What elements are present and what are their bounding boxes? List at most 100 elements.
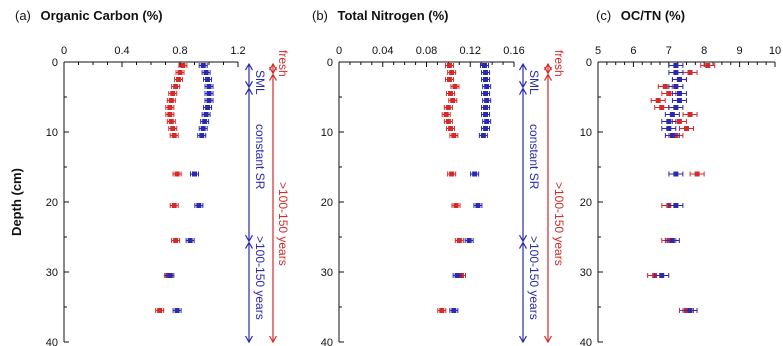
y-axis-label: Depth (cm) (9, 168, 24, 236)
panel-a-red-point (171, 238, 181, 243)
panel-a-x-tick-label: 0 (61, 45, 67, 57)
panel-a-y-tick-label: 20 (46, 197, 58, 209)
panel-a-red-point (165, 105, 175, 110)
panel-c-y-tick-label: 20 (580, 197, 592, 209)
panel-c-blue-point (668, 84, 684, 89)
panel-a-red-point (166, 119, 176, 124)
panel-c-x-tick-label: 5 (595, 45, 601, 57)
panel-a-y-tick-label: 40 (46, 337, 58, 346)
panel-c-blue-point (661, 126, 677, 131)
panel-a-x-tick-label: 0.4 (114, 45, 129, 57)
panel-c-y-tick-label: 30 (580, 267, 592, 279)
panel-b-y-tick-label: 10 (321, 127, 333, 139)
panel-c-blue-point (668, 70, 684, 75)
panel-a-blue-point (204, 91, 214, 96)
panel-a-blue-point (203, 77, 213, 82)
panel-c-blue-point (668, 105, 684, 110)
panel-b-red-point (443, 119, 453, 124)
panel-a-data-points (155, 63, 214, 313)
panel-a-x-tick-label: 0.8 (172, 45, 187, 57)
panel-a-red-point (168, 126, 178, 131)
panel-b-blue-point (481, 70, 491, 75)
panel-c-blue-point (664, 133, 680, 138)
panel-a-blue-point (185, 238, 195, 243)
panel-b-blue-point (481, 91, 491, 96)
panel-b-blue-point (449, 308, 459, 313)
panel-a-constant-sr-label: constant SR (253, 124, 267, 190)
panel-b-red-age-arrow (543, 73, 553, 344)
panel-c-blue-point (671, 77, 687, 82)
panel-a-red-age-arrow (268, 73, 278, 344)
panel-a-red-point (174, 77, 184, 82)
panel-b-label: (b) (312, 8, 328, 23)
panel-c-title: (c) OC/TN (%) (596, 8, 685, 23)
panel-c-y-tick-label: 0 (586, 57, 592, 69)
panel-a-blue-point (198, 126, 208, 131)
panel-c-red-point (654, 105, 670, 110)
panel-c-blue-point (671, 98, 687, 103)
panel-b-red-point (444, 77, 454, 82)
panel-c-x-tick-label: 7 (666, 45, 672, 57)
panel-b-axes: 0 0.04 0.08 0.12 0.16 0 10 20 30 40 (321, 45, 525, 346)
panel-a-red-point (165, 112, 175, 117)
panel-b-red-point (447, 70, 457, 75)
panel-b-blue-point (452, 273, 462, 278)
panel-b-y-tick-label: 30 (321, 267, 333, 279)
panel-b-x-tick-label: 0.16 (503, 45, 524, 57)
panel-b-red-point (449, 133, 459, 138)
panel-c-axes: 5 6 7 8 9 10 0 10 20 30 40 (580, 45, 781, 346)
panel-b-red-point (454, 238, 464, 243)
panel-a-y-tick-label: 10 (46, 127, 58, 139)
panel-b-x-tick-label: 0.04 (372, 45, 393, 57)
panel-c-y-tick-label: 10 (580, 127, 592, 139)
panel-c-blue-point (664, 112, 680, 117)
panel-a-blue-point (201, 112, 211, 117)
panel-b-blue-point (481, 126, 491, 131)
panel-c-blue-point (654, 273, 670, 278)
panel-b-red-point (447, 171, 457, 177)
panel-c-red-point (700, 63, 716, 68)
panel-b-constant-sr-label: constant SR (527, 124, 541, 190)
panel-a-x-tick-label: 1.2 (230, 45, 245, 57)
panel-c-red-point (679, 126, 694, 131)
panel-a-red-point (169, 203, 179, 208)
panel-a-blue-point (200, 119, 210, 124)
panel-a-blue-point (165, 273, 175, 278)
panel-a-blue-point (172, 308, 182, 313)
panel-a-y-tick-label: 30 (46, 267, 58, 279)
panel-a-blue-point (204, 98, 214, 103)
panel-b-blue-point (482, 98, 492, 103)
panel-b-blue-point (479, 63, 489, 68)
panel-b-blue-point (481, 77, 491, 82)
panel-a-red-point (169, 133, 179, 138)
panel-a: (a) Organic Carbon (%) 0 0.4 0.8 1.2 0 10 20 30… (15, 8, 290, 346)
panel-b-y-tick-label: 40 (321, 337, 333, 346)
panel-a-blue-point (194, 203, 204, 208)
panel-b-blue-point (470, 171, 480, 177)
panel-c-label: (c) (596, 8, 611, 23)
panel-b-title-text: Total Nitrogen (%) (338, 8, 449, 23)
panel-b: (b) Total Nitrogen (%) 0 0.04 0.08 0.12 0.16… (312, 8, 566, 346)
panel-b-blue-point (481, 105, 491, 110)
annotation-arrows (244, 62, 553, 344)
panel-a-y-tick-label: 0 (52, 57, 58, 69)
panel-b-title: (b) Total Nitrogen (%) (312, 8, 449, 23)
panel-b-red-point (448, 98, 458, 103)
panel-b-blue-age-label: >100-150 years (527, 236, 541, 320)
panel-a-fresh-label: fresh (276, 50, 290, 77)
panel-b-data-points (437, 63, 492, 313)
panel-a-sml-label: SML (253, 70, 267, 95)
panel-c-red-point (682, 70, 698, 75)
panel-b-y-tick-label: 20 (321, 197, 333, 209)
panel-b-blue-point (464, 238, 474, 243)
panel-c-blue-point (664, 238, 680, 243)
panel-b-red-point (446, 126, 456, 131)
panel-a-blue-point (198, 63, 208, 68)
panel-a-blue-point (203, 105, 213, 110)
panel-c-red-point (650, 98, 666, 103)
panel-a-blue-point (201, 70, 211, 75)
panel-b-red-point (441, 112, 451, 117)
panel-c-blue-point (661, 119, 677, 124)
panel-b-red-point (451, 203, 461, 208)
